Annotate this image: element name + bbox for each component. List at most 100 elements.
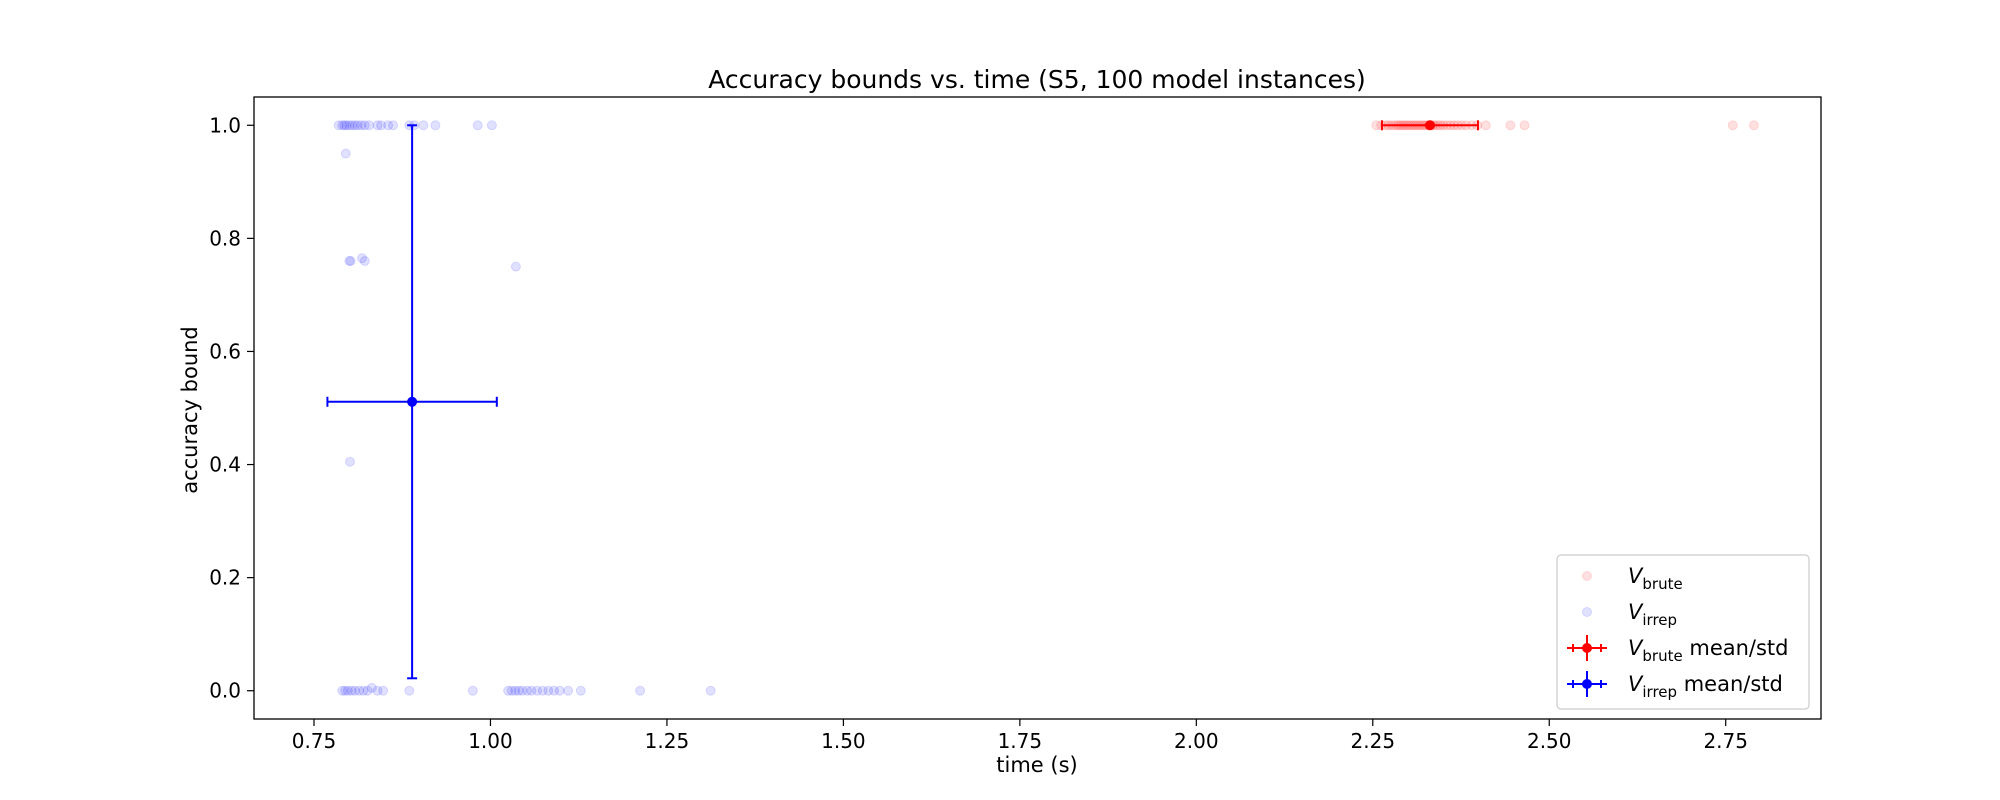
scatter-point xyxy=(510,261,521,272)
scatter-point xyxy=(340,685,351,696)
y-tick-label: 0.0 xyxy=(209,679,241,703)
legend-symbol: V xyxy=(1628,636,1644,660)
scatter-point xyxy=(364,120,375,131)
scatter-point xyxy=(378,685,389,696)
legend-box xyxy=(1556,554,1810,710)
legend-label: Vbrute xyxy=(1628,564,1683,593)
scatter-point xyxy=(513,685,524,696)
plot-frame xyxy=(253,96,1822,720)
scatter-point xyxy=(575,685,586,696)
scatter-point xyxy=(372,120,383,131)
x-tick-label: 2.50 xyxy=(1527,729,1572,753)
scatter-point xyxy=(1505,120,1516,131)
scatter-point xyxy=(349,120,360,131)
scatter-point xyxy=(1727,120,1738,131)
legend-marker xyxy=(1582,571,1592,581)
legend-symbol: V xyxy=(1628,564,1644,588)
axis-ticks: 0.75 1.00 1.25 1.50 1.75 2.00 2.25 2.50 2.75 0.0 0… xyxy=(209,113,1748,753)
legend-subscript: brute xyxy=(1642,647,1682,665)
legend-label: Virrep xyxy=(1628,600,1677,629)
scatter-point xyxy=(359,120,370,131)
scatter-point xyxy=(339,120,350,131)
scatter-point xyxy=(341,120,352,131)
scatter-point xyxy=(372,685,383,696)
scatter-point xyxy=(358,685,369,696)
x-tick-label: 1.00 xyxy=(468,729,513,753)
scatter-point xyxy=(344,255,355,266)
scatter-point xyxy=(506,685,517,696)
x-tick-label: 2.25 xyxy=(1351,729,1396,753)
scatter-point xyxy=(430,120,441,131)
scatter-point xyxy=(1371,120,1382,131)
scatter-point xyxy=(342,685,353,696)
x-axis-label: time (s) xyxy=(996,753,1077,777)
scatter-point xyxy=(347,120,358,131)
scatter-point xyxy=(554,685,565,696)
legend-mean-marker xyxy=(1582,679,1592,689)
legend-marker xyxy=(1582,607,1592,617)
x-tick-label: 0.75 xyxy=(292,729,337,753)
scatter-point xyxy=(404,685,415,696)
scatter-point xyxy=(472,120,483,131)
scatter-point xyxy=(1519,120,1530,131)
scatter-point xyxy=(344,120,355,131)
legend-suffix: mean/std xyxy=(1677,672,1783,696)
scatter-point xyxy=(1480,120,1491,131)
legend-mean-marker xyxy=(1582,643,1592,653)
scatter-point xyxy=(532,685,543,696)
scatter-point xyxy=(346,685,357,696)
scatter-point xyxy=(526,685,537,696)
chart-title: Accuracy bounds vs. time (S5, 100 model … xyxy=(708,65,1365,94)
scatter-point xyxy=(352,120,363,131)
y-tick-label: 0.6 xyxy=(209,339,241,363)
x-tick-label: 2.75 xyxy=(1703,729,1748,753)
legend-suffix: mean/std xyxy=(1683,636,1789,660)
scatter-point xyxy=(344,456,355,467)
scatter-point xyxy=(340,148,351,159)
scatter-point xyxy=(563,685,574,696)
scatter-point xyxy=(510,685,521,696)
scatter-point xyxy=(388,120,399,131)
legend-label: Vbrute mean/std xyxy=(1628,636,1789,665)
y-tick-label: 1.0 xyxy=(209,113,241,137)
x-tick-label: 1.50 xyxy=(821,729,866,753)
scatter-point xyxy=(356,253,367,264)
scatter-point xyxy=(383,120,394,131)
scatter-point xyxy=(537,685,548,696)
scatter-point xyxy=(354,685,365,696)
scatter-point xyxy=(517,685,528,696)
legend-subscript: irrep xyxy=(1642,683,1677,701)
scatter-point xyxy=(376,120,387,131)
x-tick-label: 1.75 xyxy=(998,729,1043,753)
scatter-point xyxy=(1748,120,1759,131)
legend-label: Virrep mean/std xyxy=(1628,672,1783,701)
scatter-point xyxy=(467,685,478,696)
y-tick-label: 0.8 xyxy=(209,226,241,250)
legend-subscript: brute xyxy=(1642,575,1682,593)
scatter-point xyxy=(366,682,377,693)
scatter-point xyxy=(418,120,429,131)
scatter-point xyxy=(337,120,348,131)
scatter-point xyxy=(503,685,514,696)
y-tick-label: 0.4 xyxy=(209,453,241,477)
legend-symbol: V xyxy=(1628,600,1644,624)
y-tick-label: 0.2 xyxy=(209,566,241,590)
scatter-point xyxy=(486,120,497,131)
scatter-point xyxy=(333,120,344,131)
mean-marker xyxy=(407,396,418,407)
legend-subscript: irrep xyxy=(1642,611,1677,629)
scatter-point xyxy=(359,255,370,266)
x-tick-label: 2.00 xyxy=(1174,729,1219,753)
scatter-point xyxy=(349,685,360,696)
legend-symbol: V xyxy=(1628,672,1644,696)
error-bars xyxy=(326,120,1479,680)
scatter-point xyxy=(356,120,367,131)
x-tick-label: 1.25 xyxy=(645,729,690,753)
scatter-point xyxy=(543,685,554,696)
y-axis-label: accuracy bound xyxy=(178,326,202,494)
scatter-point xyxy=(522,685,533,696)
mean-marker xyxy=(1424,120,1435,131)
scatter-point xyxy=(548,685,559,696)
